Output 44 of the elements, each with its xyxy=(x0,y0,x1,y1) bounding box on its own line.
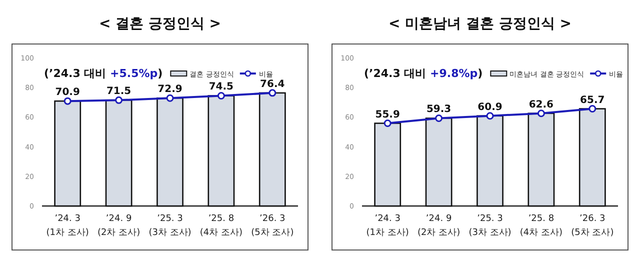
point xyxy=(384,120,392,128)
point xyxy=(166,94,174,102)
data-label: 71.5 xyxy=(106,86,132,98)
x-tick-label: ’24. 3 (1차 조사) xyxy=(366,214,409,238)
x-tick-label: ’25. 8 (4차 조사) xyxy=(520,214,563,238)
bar xyxy=(156,97,184,207)
point xyxy=(217,92,225,100)
bar xyxy=(105,100,132,207)
point xyxy=(435,114,443,122)
data-label: 65.7 xyxy=(580,94,605,106)
annotation: (’24.3 대비 +5.5%p) xyxy=(44,67,163,80)
point xyxy=(64,97,72,105)
x-tick-label: ’24. 3 (1차 조사) xyxy=(46,214,89,238)
data-label: 72.9 xyxy=(158,84,182,96)
bar xyxy=(208,95,235,207)
x-tick-label: ’24. 9 (2차 조사) xyxy=(417,214,460,238)
point xyxy=(537,110,545,118)
bar xyxy=(258,92,286,207)
chart-title: < 미혼남녀 결혼 긍정인식 > xyxy=(388,16,572,32)
x-tick-label: ’24. 9 (2차 조사) xyxy=(97,214,140,238)
point xyxy=(588,105,596,113)
bar xyxy=(578,108,606,207)
chart-title: < 결혼 긍정인식 > xyxy=(98,16,222,32)
bar xyxy=(425,118,452,207)
bar xyxy=(54,100,82,207)
annotation: (’24.3 대비 +9.8%p) xyxy=(364,67,483,80)
point xyxy=(115,96,123,104)
data-label: 60.9 xyxy=(478,102,502,113)
data-label: 62.6 xyxy=(528,99,554,110)
x-tick-label: ’25. 3 (3차 조사) xyxy=(148,214,192,238)
data-label: 55.9 xyxy=(375,109,400,120)
data-label: 59.3 xyxy=(426,104,452,116)
bar xyxy=(476,115,504,207)
x-tick-label: ’26. 3 (5차 조사) xyxy=(251,214,294,238)
data-label: 70.9 xyxy=(55,87,80,98)
bar xyxy=(528,112,555,207)
bar xyxy=(374,122,402,207)
x-tick-label: ’25. 3 (3차 조사) xyxy=(468,214,512,238)
x-tick-label: ’25. 8 (4차 조사) xyxy=(200,214,243,238)
point xyxy=(486,112,494,120)
data-label: 74.5 xyxy=(208,82,234,93)
point xyxy=(268,89,276,97)
x-tick-label: ’26. 3 (5차 조사) xyxy=(571,214,614,238)
data-label: 76.4 xyxy=(260,78,285,90)
